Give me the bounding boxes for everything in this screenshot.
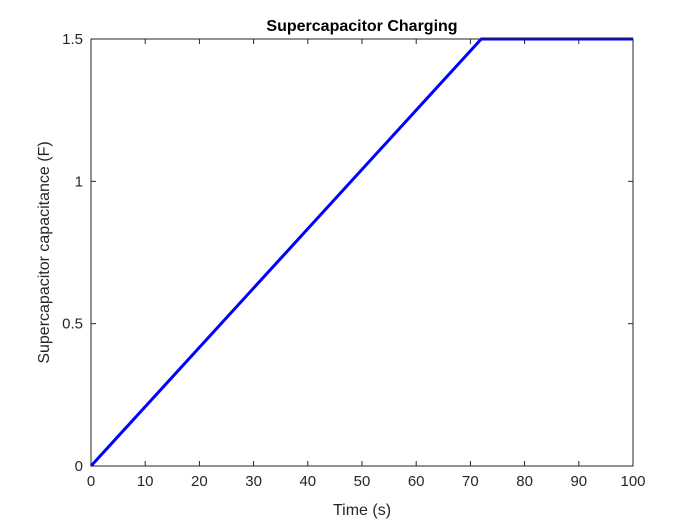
x-axis-label: Time (s)	[333, 502, 391, 519]
x-tick-label: 80	[516, 473, 533, 490]
x-tick-label: 10	[137, 473, 154, 490]
x-tick-label: 60	[408, 473, 425, 490]
y-tick-label: 1.5	[62, 31, 83, 48]
x-tick-label: 50	[354, 473, 371, 490]
x-tick-label: 70	[462, 473, 479, 490]
y-axis-label: Supercapacitor capacitance (F)	[36, 141, 53, 363]
x-tick-label: 20	[191, 473, 208, 490]
y-tick-label: 0.5	[62, 316, 83, 333]
chart-title: Supercapacitor Charging	[266, 18, 457, 35]
x-tick-label: 30	[245, 473, 262, 490]
x-tick-label: 0	[87, 473, 95, 490]
y-tick-label: 1	[75, 173, 83, 190]
y-tick-label: 0	[75, 458, 83, 475]
x-axis-ticks: 0 10 20 30 40 50 60 70 80 90 100	[87, 39, 646, 490]
x-tick-label: 90	[570, 473, 587, 490]
x-tick-label: 100	[620, 473, 645, 490]
y-axis-ticks: 0 0.5 1 1.5	[62, 31, 633, 475]
x-tick-label: 40	[299, 473, 316, 490]
plot-area-background	[91, 39, 633, 466]
